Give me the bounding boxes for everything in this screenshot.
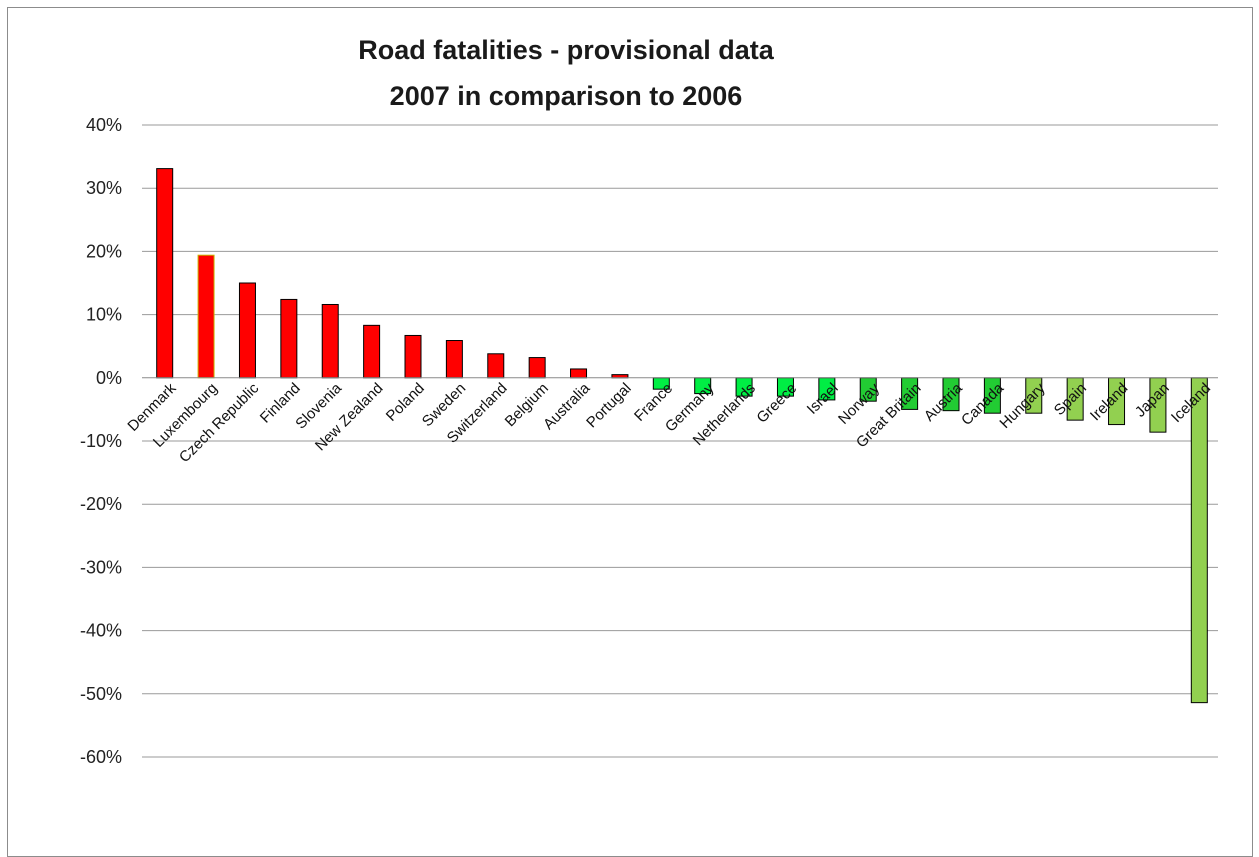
bar-sweden <box>445 340 463 379</box>
y-axis-ticks: 40% 30% 20% 10% 0% -10% -20% -30% -40% -50% -60% <box>80 115 122 767</box>
bar-denmark <box>156 168 174 379</box>
chart-title-line-1: Road fatalities - provisional data <box>358 35 775 65</box>
category-label: Portugal <box>583 380 635 432</box>
bar-finland <box>280 298 298 379</box>
chart-frame <box>7 7 1253 857</box>
bar-poland <box>404 334 422 379</box>
y-tick-label: 20% <box>86 241 122 261</box>
bars <box>156 168 1208 704</box>
y-tick-label: 0% <box>96 368 122 388</box>
bar-new-zealand <box>363 324 381 379</box>
y-tick-label: 10% <box>86 305 122 325</box>
category-label: Israel <box>804 380 842 418</box>
y-tick-label: 30% <box>86 178 122 198</box>
y-tick-label: -40% <box>80 621 122 641</box>
bar-luxembourg <box>197 254 215 379</box>
category-label: Greece <box>753 380 800 427</box>
y-tick-label: 40% <box>86 115 122 135</box>
y-tick-label: -10% <box>80 431 122 451</box>
bar-czech-republic <box>238 282 256 379</box>
bar-belgium <box>528 357 546 379</box>
chart-title-line-2: 2007 in comparison to 2006 <box>390 81 743 111</box>
y-tick-label: -60% <box>80 747 122 767</box>
y-tick-label: -20% <box>80 494 122 514</box>
bar-switzerland <box>487 353 505 379</box>
y-tick-label: -30% <box>80 557 122 577</box>
y-tick-label: -50% <box>80 684 122 704</box>
category-label: Australia <box>540 379 594 433</box>
gridlines <box>142 124 1218 758</box>
bar-australia <box>570 368 588 379</box>
bar-iceland <box>1190 377 1208 704</box>
bar-slovenia <box>321 303 339 379</box>
